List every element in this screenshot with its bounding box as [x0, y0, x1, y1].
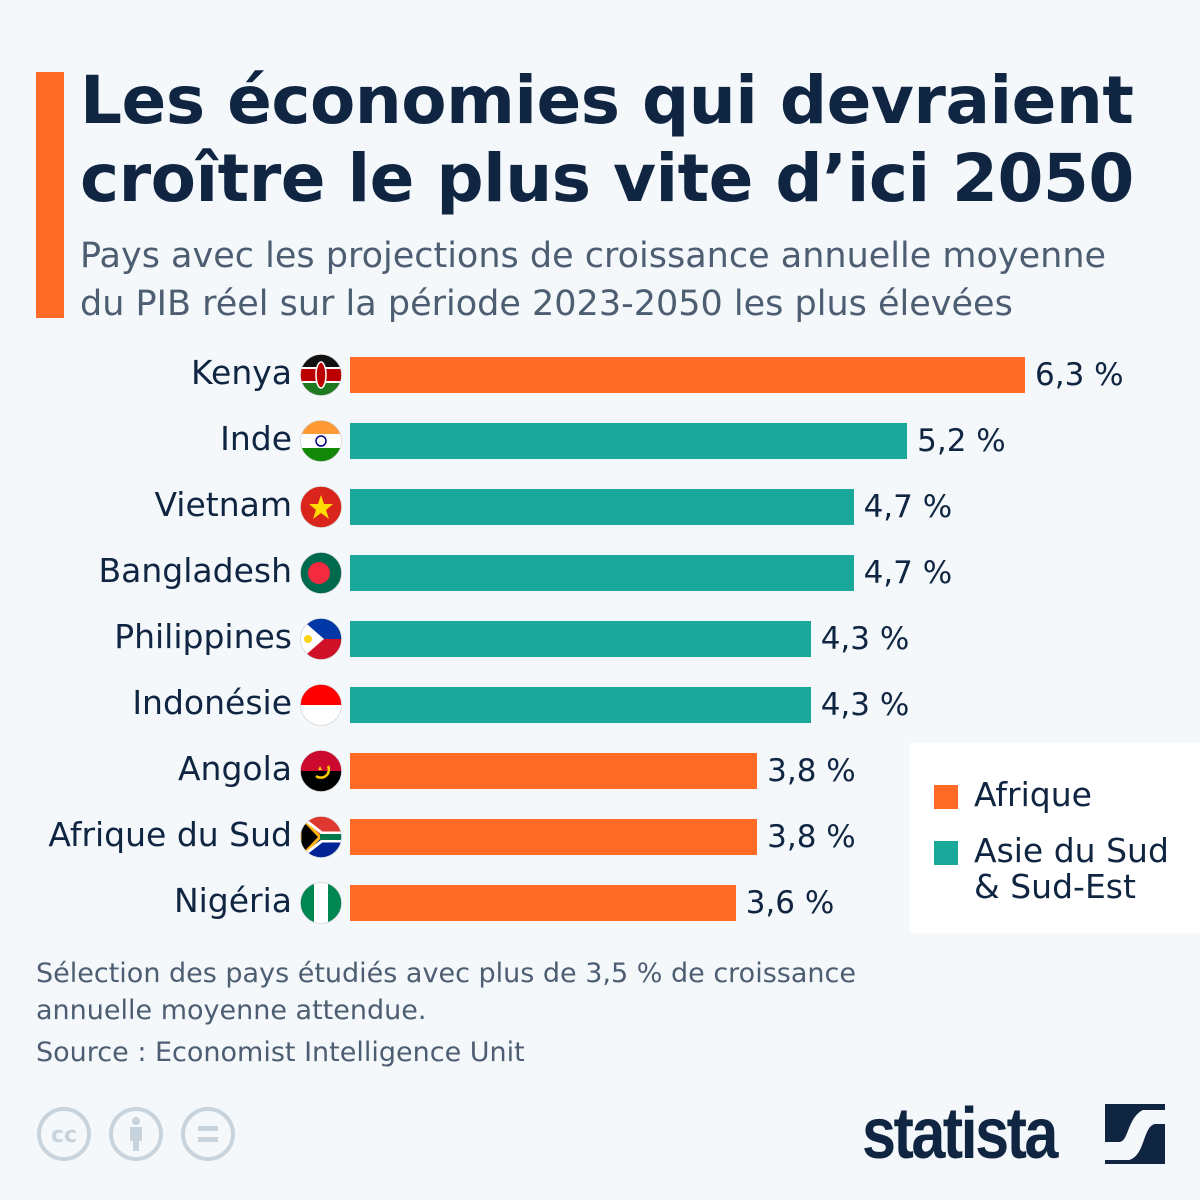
statista-logo-mark-icon	[1105, 1104, 1165, 1164]
value-label: 4,3 %	[820, 687, 910, 723]
page-title: Les économies qui devraient croître le p…	[80, 62, 1134, 218]
bar	[350, 555, 854, 591]
source: Source : Economist Intelligence Unit	[36, 1037, 525, 1068]
value-label: 4,7 %	[863, 489, 953, 525]
value-label: 6,3 %	[1035, 357, 1124, 393]
creative-commons-icon[interactable]: cc	[36, 1106, 92, 1162]
category-label: Nigéria	[173, 881, 292, 920]
value-label: 4,3 %	[820, 621, 910, 657]
bar	[350, 621, 811, 657]
attribution-icon[interactable]	[108, 1106, 164, 1162]
subtitle: Pays avec les projections de croissance …	[80, 232, 1106, 328]
footnote-line: annuelle moyenne attendue.	[36, 995, 427, 1026]
legend-label-line: Asie du Sud	[974, 831, 1169, 870]
svg-text:cc: cc	[51, 1123, 77, 1148]
angola-flag-icon	[300, 750, 342, 792]
indonesia-flag-icon	[300, 684, 342, 726]
legend-label-line: & Sud-Est	[974, 867, 1136, 906]
bangladesh-flag-icon	[300, 552, 342, 594]
legend: Afrique Asie du Sud & Sud-Est	[910, 743, 1200, 933]
legend-label: Afrique	[974, 775, 1092, 814]
title-accent-bar	[36, 72, 64, 318]
legend-label: Asie du Sud & Sud-Est	[974, 833, 1169, 905]
category-label: Bangladesh	[98, 551, 292, 590]
legend-swatch	[934, 785, 958, 809]
bar	[350, 489, 854, 525]
india-flag-icon	[300, 420, 342, 462]
category-label: Indonésie	[132, 683, 292, 722]
subtitle-line: Pays avec les projections de croissance …	[80, 236, 1107, 276]
bar	[350, 819, 758, 855]
bar	[350, 687, 811, 723]
footnote: Sélection des pays étudiés avec plus de …	[36, 955, 936, 1029]
value-label: 3,6 %	[745, 885, 835, 921]
value-label: 4,7 %	[863, 555, 953, 591]
category-label: Vietnam	[154, 485, 292, 524]
title-line: Les économies qui devraient	[80, 62, 1134, 139]
footnote-line: Sélection des pays étudiés avec plus de …	[36, 958, 856, 989]
bar	[350, 885, 736, 921]
bar	[350, 357, 1025, 393]
value-label: 5,2 %	[917, 423, 1006, 459]
value-label: 3,8 %	[767, 753, 856, 789]
subtitle-line: du PIB réel sur la période 2023-2050 les…	[80, 284, 1013, 324]
kenya-flag-icon	[300, 354, 342, 396]
value-label: 3,8 %	[767, 819, 856, 855]
statista-logo: statista	[862, 1094, 1058, 1174]
south-africa-flag-icon	[300, 816, 342, 858]
title-line: croître le plus vite d’ici 2050	[80, 140, 1134, 217]
nigeria-flag-icon	[300, 882, 342, 924]
category-label: Philippines	[114, 617, 292, 656]
philippines-flag-icon	[300, 618, 342, 660]
no-derivatives-icon[interactable]	[180, 1106, 236, 1162]
category-label: Kenya	[191, 353, 292, 392]
bar	[350, 423, 908, 459]
legend-swatch	[934, 841, 958, 865]
category-label: Inde	[220, 419, 292, 458]
bar	[350, 753, 758, 789]
category-label: Angola	[177, 749, 292, 788]
category-label: Afrique du Sud	[48, 815, 292, 854]
vietnam-flag-icon	[300, 486, 342, 528]
